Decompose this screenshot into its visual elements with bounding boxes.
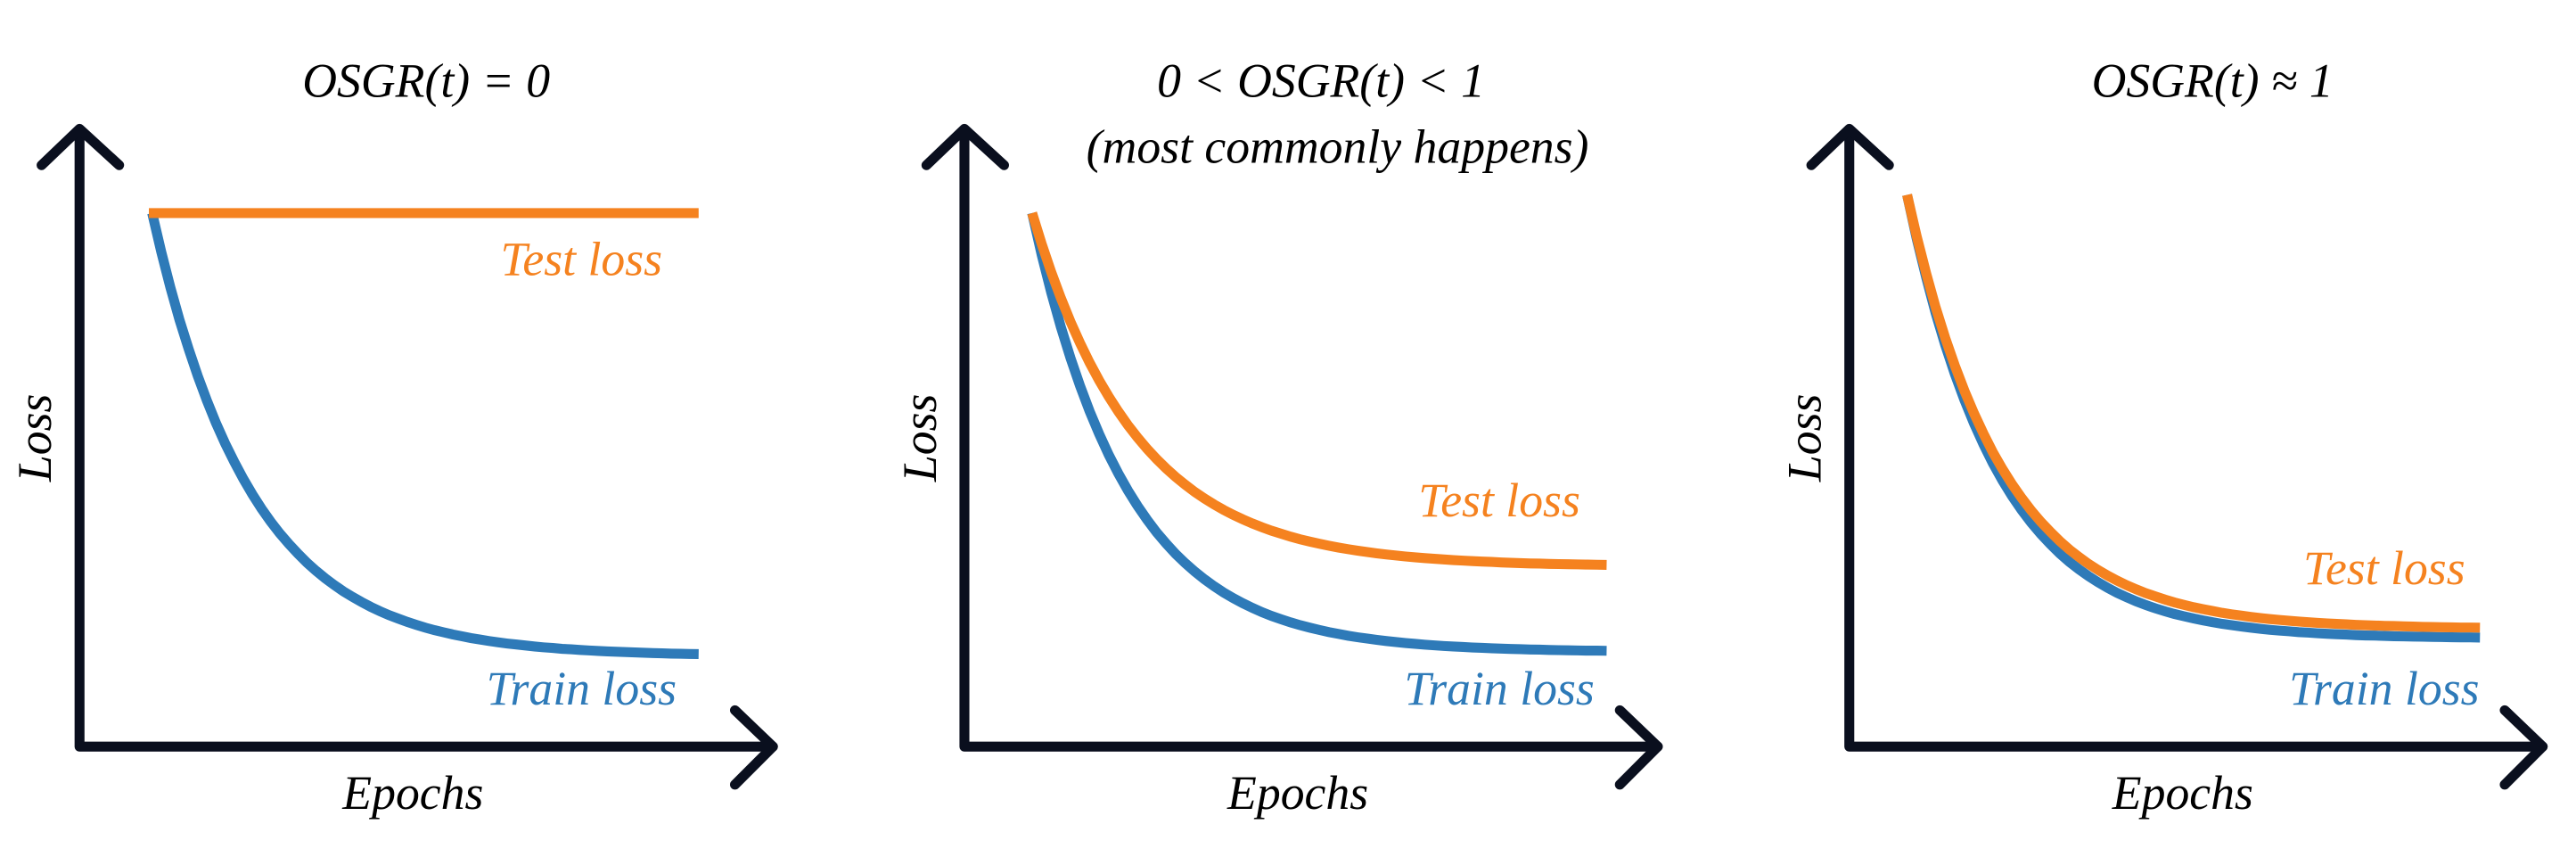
y-axis-label: Loss	[8, 394, 62, 483]
y-arrowhead	[1806, 123, 1894, 170]
panel-subtitle: (most commonly happens)	[1087, 120, 1589, 174]
panel-title: 0 < OSGR(t) < 1	[1157, 54, 1485, 108]
train-loss-label: Train loss	[2289, 662, 2479, 715]
test-loss-curve	[1027, 211, 1607, 570]
train-loss-curve	[147, 211, 699, 660]
x-axis-label: Epochs	[1226, 766, 1368, 820]
test-loss-label: Test loss	[1418, 474, 1580, 527]
y-arrowhead	[37, 123, 125, 170]
test-loss-label: Test loss	[2303, 541, 2465, 595]
axes	[1844, 127, 2548, 752]
test-loss-label: Test loss	[500, 233, 662, 286]
x-axis-label: Epochs	[2112, 766, 2253, 820]
x-arrowhead	[1614, 705, 1663, 790]
train-loss-curve	[1027, 211, 1607, 656]
axes	[74, 127, 778, 752]
panel-title: OSGR(t) ≈ 1	[2092, 54, 2334, 108]
train-loss-curve	[1902, 194, 2481, 643]
y-axis-label: Loss	[893, 394, 947, 483]
x-arrowhead	[2499, 705, 2548, 790]
x-arrowhead	[729, 705, 778, 790]
y-arrowhead	[921, 123, 1009, 170]
axes	[959, 127, 1663, 752]
panel-title: OSGR(t) = 0	[302, 54, 550, 108]
train-loss-label: Train loss	[1404, 662, 1594, 715]
x-axis-label: Epochs	[341, 766, 483, 820]
train-loss-label: Train loss	[487, 662, 677, 715]
test-loss-curve	[1902, 194, 2481, 633]
y-axis-label: Loss	[1778, 394, 1832, 483]
